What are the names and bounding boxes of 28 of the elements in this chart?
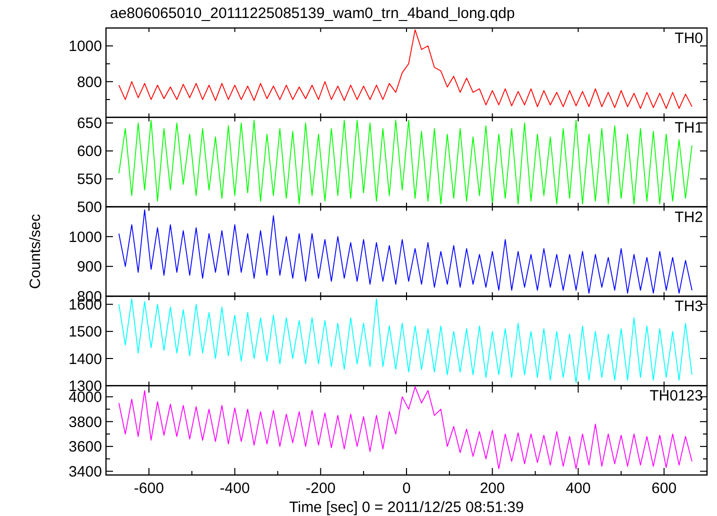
y-tick-label: 1000	[68, 38, 102, 56]
annotation: TH0	[674, 30, 703, 47]
annotation: TH1	[674, 119, 703, 136]
y-axis-title: Counts/sec	[27, 213, 44, 290]
x-tick-label: 0	[402, 480, 411, 497]
x-tick-label: 400	[566, 480, 591, 497]
y-tick-label: 800	[76, 74, 102, 91]
annotation: TH0123	[650, 388, 703, 405]
chart-title: ae806065010_20111225085139_wam0_trn_4band_long.qdp	[110, 5, 515, 22]
y-tick-label: 600	[76, 143, 102, 160]
y-tick-label: 650	[76, 115, 102, 132]
y-tick-label: 1400	[68, 350, 102, 368]
y-tick-label: 900	[76, 258, 102, 276]
y-tick-label: 1000	[68, 228, 102, 246]
annotation: TH2	[674, 208, 703, 226]
y-tick-label: 3400	[68, 464, 102, 481]
annotation: TH3	[674, 298, 703, 316]
y-tick-label: 500	[76, 199, 102, 216]
x-tick-label: -400	[220, 480, 250, 497]
x-tick-label: 200	[480, 480, 505, 497]
y-tick-label: 550	[76, 171, 102, 188]
y-tick-label: 1500	[68, 324, 102, 341]
x-tick-label: 600	[652, 480, 677, 497]
x-tick-label: -200	[306, 480, 336, 497]
y-tick-label: 3800	[68, 414, 102, 431]
y-tick-label: 3600	[68, 438, 102, 456]
x-tick-label: -600	[134, 480, 164, 497]
x-axis-title: Time [sec] 0 = 2011/12/25 08:51:39	[289, 499, 524, 516]
